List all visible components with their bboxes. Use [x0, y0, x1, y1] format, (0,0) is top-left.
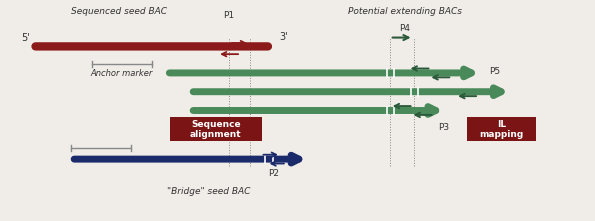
Text: Sequence
alignment: Sequence alignment — [190, 120, 242, 139]
Text: "Bridge" seed BAC: "Bridge" seed BAC — [167, 187, 250, 196]
Text: P2: P2 — [268, 169, 279, 178]
Text: P3: P3 — [438, 123, 449, 132]
FancyBboxPatch shape — [170, 117, 262, 141]
Text: P4: P4 — [399, 24, 410, 33]
FancyBboxPatch shape — [467, 117, 536, 141]
Text: Sequenced seed BAC: Sequenced seed BAC — [71, 7, 167, 16]
Text: Anchor marker: Anchor marker — [91, 69, 153, 78]
Text: Potential extending BACs: Potential extending BACs — [347, 7, 462, 16]
Text: IL
mapping: IL mapping — [479, 120, 524, 139]
Text: P1: P1 — [224, 11, 234, 20]
Text: 5': 5' — [21, 33, 30, 43]
Text: 3': 3' — [280, 32, 288, 42]
Text: P5: P5 — [489, 67, 500, 76]
